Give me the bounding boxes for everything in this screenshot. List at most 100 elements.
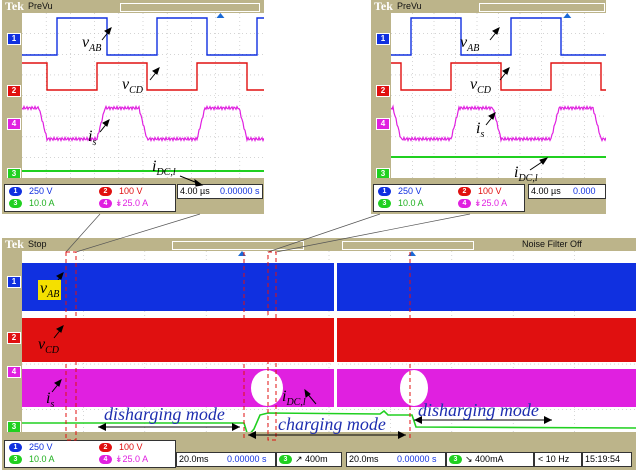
trigger-level: ↘ 400mA [465,454,504,464]
ch1-badge: 1 [9,443,22,452]
waveform-area [391,13,606,178]
label-i-dc-top-right: iDC,l [514,164,538,185]
label-v-cd-top-right: vCD [470,76,492,97]
frequency: < 10 Hz [538,454,570,464]
noise-filter-status: Noise Filter Off [522,239,582,249]
channel-1-marker: 1 [7,33,21,45]
ch3-scale: 10.0 A [29,198,55,208]
scope-header: Tek Stop Noise Filter Off [2,238,636,251]
is-trace [391,104,606,143]
trigger-ch-badge: 3 [449,455,462,464]
timebase: 20.0ms [349,454,379,464]
is-envelope [22,369,636,407]
timebase: 20.0ms [179,454,209,464]
ch4-badge: 4 [99,455,112,464]
channel-4-marker: 4 [7,366,21,378]
timebase: 4.00 µs [180,186,210,196]
timebase-box-a: 20.0ms 0.00000 s [176,452,276,467]
is-gap-1 [251,370,283,406]
clock: 15:19:54 [585,454,621,464]
ch4-scale: ↡25.0 A [115,454,149,464]
ch4-badge: 4 [99,199,112,208]
clock-box: 15:19:54 [582,452,632,467]
delay: 0.00000 s [397,454,437,464]
ch1-scale: 250 V [398,186,422,196]
trigger-marker [238,251,246,256]
is-trace [22,104,264,143]
channel-scale-box: 1 250 V 2 100 V 3 10.0 A 4 ↡25.0 A [4,440,176,468]
ch1-badge: 1 [9,187,22,196]
scope-header: Tek PreVu [371,0,606,13]
channel-scale-box: 1 250 V 2 100 V 3 10.0 A 4 ↡25.0 A [373,184,525,212]
channel-scale-box: 1 250 V 2 100 V 3 10.0 A 4 ↡25.0 A [4,184,176,212]
label-i-dc-top-left: iDC,l [152,158,176,179]
delay: 0.00000 s [220,186,260,196]
ch2-scale: 100 V [478,186,502,196]
timebase-box: 4.00 µs 0.00000 s [177,184,263,199]
ch3-badge: 3 [378,199,391,208]
vcd-trace [22,62,264,91]
record-bar-2 [342,241,474,250]
vcd-trace [391,62,606,91]
trigger-level: ↗ 400m [295,454,328,464]
vab-envelope [22,263,636,311]
ch2-badge: 2 [99,443,112,452]
is-gap-2 [400,370,428,406]
ch1-badge: 1 [378,187,391,196]
ch2-badge: 2 [458,187,471,196]
label-v-cd-main: vCD [38,336,60,357]
waveform-plot [22,251,636,432]
scope-top-left: Tek PreVu 1 2 4 3 1 250 V 2 100 V 3 10.0… [2,0,264,214]
label-i-s-top-right: is [476,120,485,141]
trigger-marker [563,13,572,18]
label-i-s-top-left: is [88,128,97,149]
vab-trace [391,17,606,56]
scope-footer: 1 250 V 2 100 V 3 10.0 A 4 ↡25.0 A 4.00 … [2,178,264,214]
ch1-scale: 250 V [29,442,53,452]
channel-2-marker: 2 [7,332,21,344]
ch3-badge: 3 [9,455,22,464]
record-bar [479,3,605,12]
waveform-plot [391,13,606,178]
waveform-area [22,13,264,178]
timebase-box-b: 20.0ms 0.00000 s [346,452,446,467]
label-v-ab-main: vAB [38,280,62,301]
mode-label-discharging-right: disharging mode [418,400,539,420]
record-bar [120,3,260,12]
tek-logo: Tek [374,0,393,13]
trigger-box-b: 3 ↘ 400mA [446,452,534,467]
channel-2-marker: 2 [7,85,21,97]
channel-1-marker: 1 [376,33,390,45]
vab-trace [22,17,264,56]
label-v-ab-top-left: vAB [82,34,102,55]
ch2-badge: 2 [99,187,112,196]
record-gap [334,261,337,411]
mode-label-discharging-left: disharging mode [104,404,225,424]
trigger-box-a: 3 ↗ 400m [276,452,342,467]
mode-label-charging: charging mode [278,414,386,434]
frequency-box: < 10 Hz [534,452,582,467]
tek-logo: Tek [5,0,24,13]
waveform-plot [22,13,264,178]
label-i-dc-main: iDC,l [282,388,306,409]
ch2-scale: 100 V [119,186,143,196]
label-i-s-main: is [46,390,55,411]
channel-4-marker: 4 [376,118,390,130]
channel-4-marker: 4 [7,118,21,130]
waveform-area [22,251,636,432]
ch3-scale: 10.0 A [29,454,55,464]
ch4-badge: 4 [458,199,471,208]
vcd-envelope [22,318,636,362]
scope-main: Tek Stop Noise Filter Off 1 2 4 3 1 250 … [2,238,636,470]
scope-footer: 1 250 V 2 100 V 3 10.0 A 4 ↡25.0 A 20.0m… [2,432,636,470]
delay: 0.00000 s [227,454,267,464]
label-v-cd-top-left: vCD [122,76,144,97]
timebase-box: 4.00 µs 0.000 [528,184,606,199]
trigger-marker [408,251,416,256]
ch1-scale: 250 V [29,186,53,196]
trigger-ch-badge: 3 [279,455,292,464]
ch4-scale: ↡25.0 A [474,198,508,208]
idc-trace [22,409,636,432]
record-bar [172,241,304,250]
acq-mode: PreVu [397,1,422,11]
